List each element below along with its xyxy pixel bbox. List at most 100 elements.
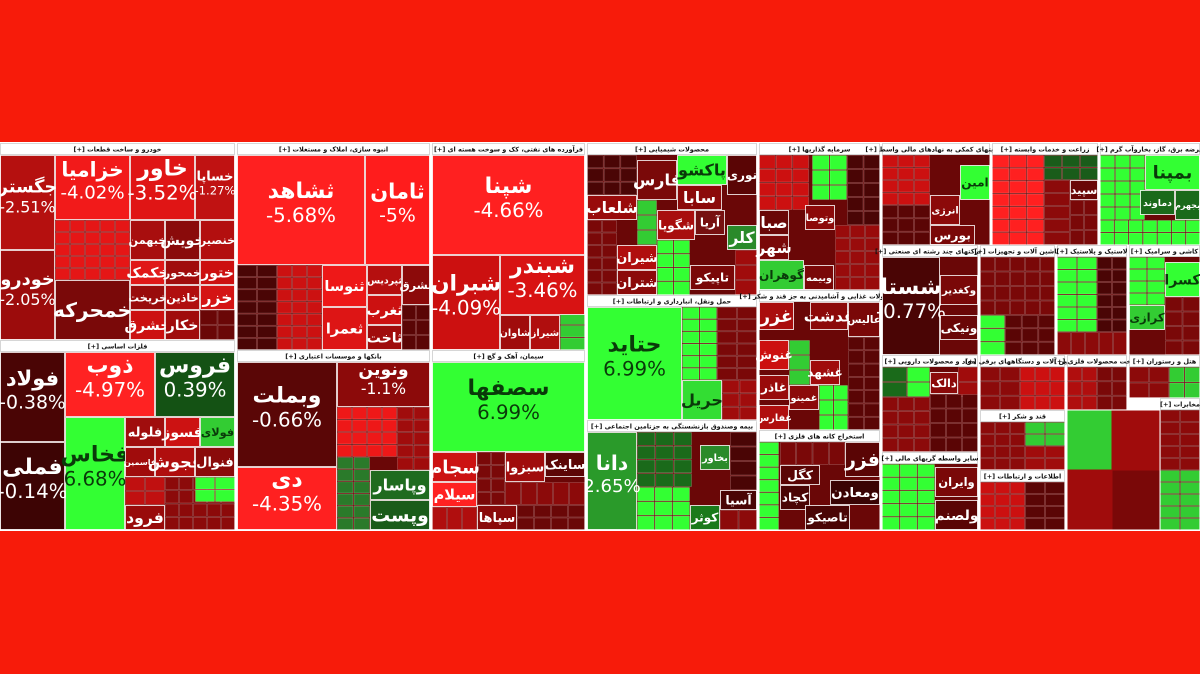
filler-cell: [352, 419, 367, 432]
filler-cell: [759, 517, 779, 530]
filler-cell: [1100, 232, 1115, 245]
tile: [759, 235, 789, 260]
tile-symbol: ثاخت: [367, 330, 403, 346]
filler-cell: [587, 155, 604, 169]
filler-cell: [1077, 257, 1097, 270]
filler-cell: [307, 313, 322, 326]
filler-cell: [722, 393, 740, 407]
tile: [940, 315, 978, 340]
filler-cell: [292, 289, 307, 302]
filler-cell: [568, 517, 585, 530]
filler-cell: [1097, 381, 1112, 396]
tile-symbol: وپست: [371, 506, 429, 527]
filler-cell: [775, 182, 793, 196]
tile: [960, 165, 990, 200]
filler-cell: [899, 517, 918, 530]
filler-cell: [1129, 293, 1147, 305]
filler-cell: [85, 220, 100, 232]
tile-symbol: ثامان: [370, 179, 424, 203]
filler-cell: [1009, 180, 1027, 194]
filler-cell: [1067, 395, 1082, 410]
filler-cell: [413, 419, 430, 432]
filler-cell: [402, 320, 416, 335]
filler-cell: [587, 282, 602, 295]
filler-cell: [1147, 293, 1165, 305]
tile: [759, 375, 789, 400]
tile: [125, 417, 165, 447]
filler-cell: [1057, 282, 1077, 295]
filler-cell: [1147, 257, 1165, 269]
filler-cell: [397, 457, 414, 470]
filler-cell: [1044, 193, 1070, 206]
filler-cell: [1160, 482, 1180, 494]
filler-cell: [1180, 422, 1200, 434]
filler-cell: [962, 394, 978, 409]
filler-cell: [125, 491, 145, 505]
filler-cell: [1160, 446, 1180, 458]
filler-cell: [980, 506, 995, 518]
filler-cell: [899, 464, 918, 477]
filler-cell: [292, 325, 307, 338]
tile-symbol: خریخت: [128, 291, 167, 304]
filler-cell: [655, 459, 674, 473]
filler-cell: [655, 446, 674, 460]
tile-symbol: وایران: [938, 475, 974, 490]
tile: [587, 307, 682, 420]
filler-cell: [55, 268, 70, 280]
filler-cell: [1035, 395, 1050, 410]
filler-cell: [257, 289, 277, 302]
filler-cell: [699, 368, 717, 380]
filler-cell: [1082, 381, 1097, 396]
sector-header: [587, 295, 757, 307]
tile-symbol: غاذر: [760, 381, 787, 395]
sector-title: استخراج کانه های فلزی [+]: [775, 433, 865, 441]
filler-cell: [145, 477, 165, 491]
tile-symbol: فروس: [159, 353, 231, 378]
filler-cell: [1160, 422, 1180, 434]
filler-cell: [337, 407, 352, 420]
filler-cell: [657, 281, 674, 295]
sector-header: [980, 410, 1065, 422]
filler-cell: [491, 492, 505, 505]
tile-change: -0.66%: [252, 409, 322, 432]
filler-cell: [1010, 506, 1025, 518]
filler-cell: [898, 411, 914, 425]
filler-cell: [864, 416, 880, 430]
sector-header: [0, 143, 235, 155]
filler-cell: [992, 168, 1010, 181]
filler-cell: [848, 416, 864, 430]
filler-cell: [237, 277, 257, 290]
filler-cell: [812, 170, 830, 185]
tile-change: 6.99%: [603, 358, 666, 381]
filler-cell: [1062, 155, 1080, 168]
filler-cell: [1020, 367, 1035, 382]
tile: [682, 380, 722, 420]
filler-cell: [402, 335, 416, 350]
tile: [165, 285, 200, 310]
filler-cell: [1077, 307, 1097, 320]
filler-cell: [673, 267, 690, 281]
tile: [1140, 190, 1175, 215]
filler-cell: [992, 155, 1010, 168]
filler-cell: [995, 518, 1010, 530]
filler-cell: [491, 452, 505, 465]
tile-change: -1.1%: [361, 380, 406, 398]
filler-cell: [382, 419, 397, 432]
filler-cell: [882, 397, 898, 411]
filler-cell: [898, 424, 914, 438]
tile-symbol: کچاد: [782, 491, 809, 505]
tile: [195, 447, 235, 477]
filler-cell: [847, 169, 864, 183]
tile-symbol: شپنا: [485, 174, 533, 199]
filler-cell: [1077, 294, 1097, 307]
filler-cell: [907, 367, 930, 382]
filler-cell: [759, 454, 779, 467]
filler-cell: [1025, 257, 1040, 272]
filler-cell: [995, 422, 1010, 434]
filler-cell: [1182, 326, 1200, 341]
tile: [155, 352, 235, 417]
tile: [617, 270, 657, 295]
filler-cell: [165, 517, 179, 530]
filler-cell: [193, 517, 207, 530]
filler-cell: [819, 385, 834, 400]
